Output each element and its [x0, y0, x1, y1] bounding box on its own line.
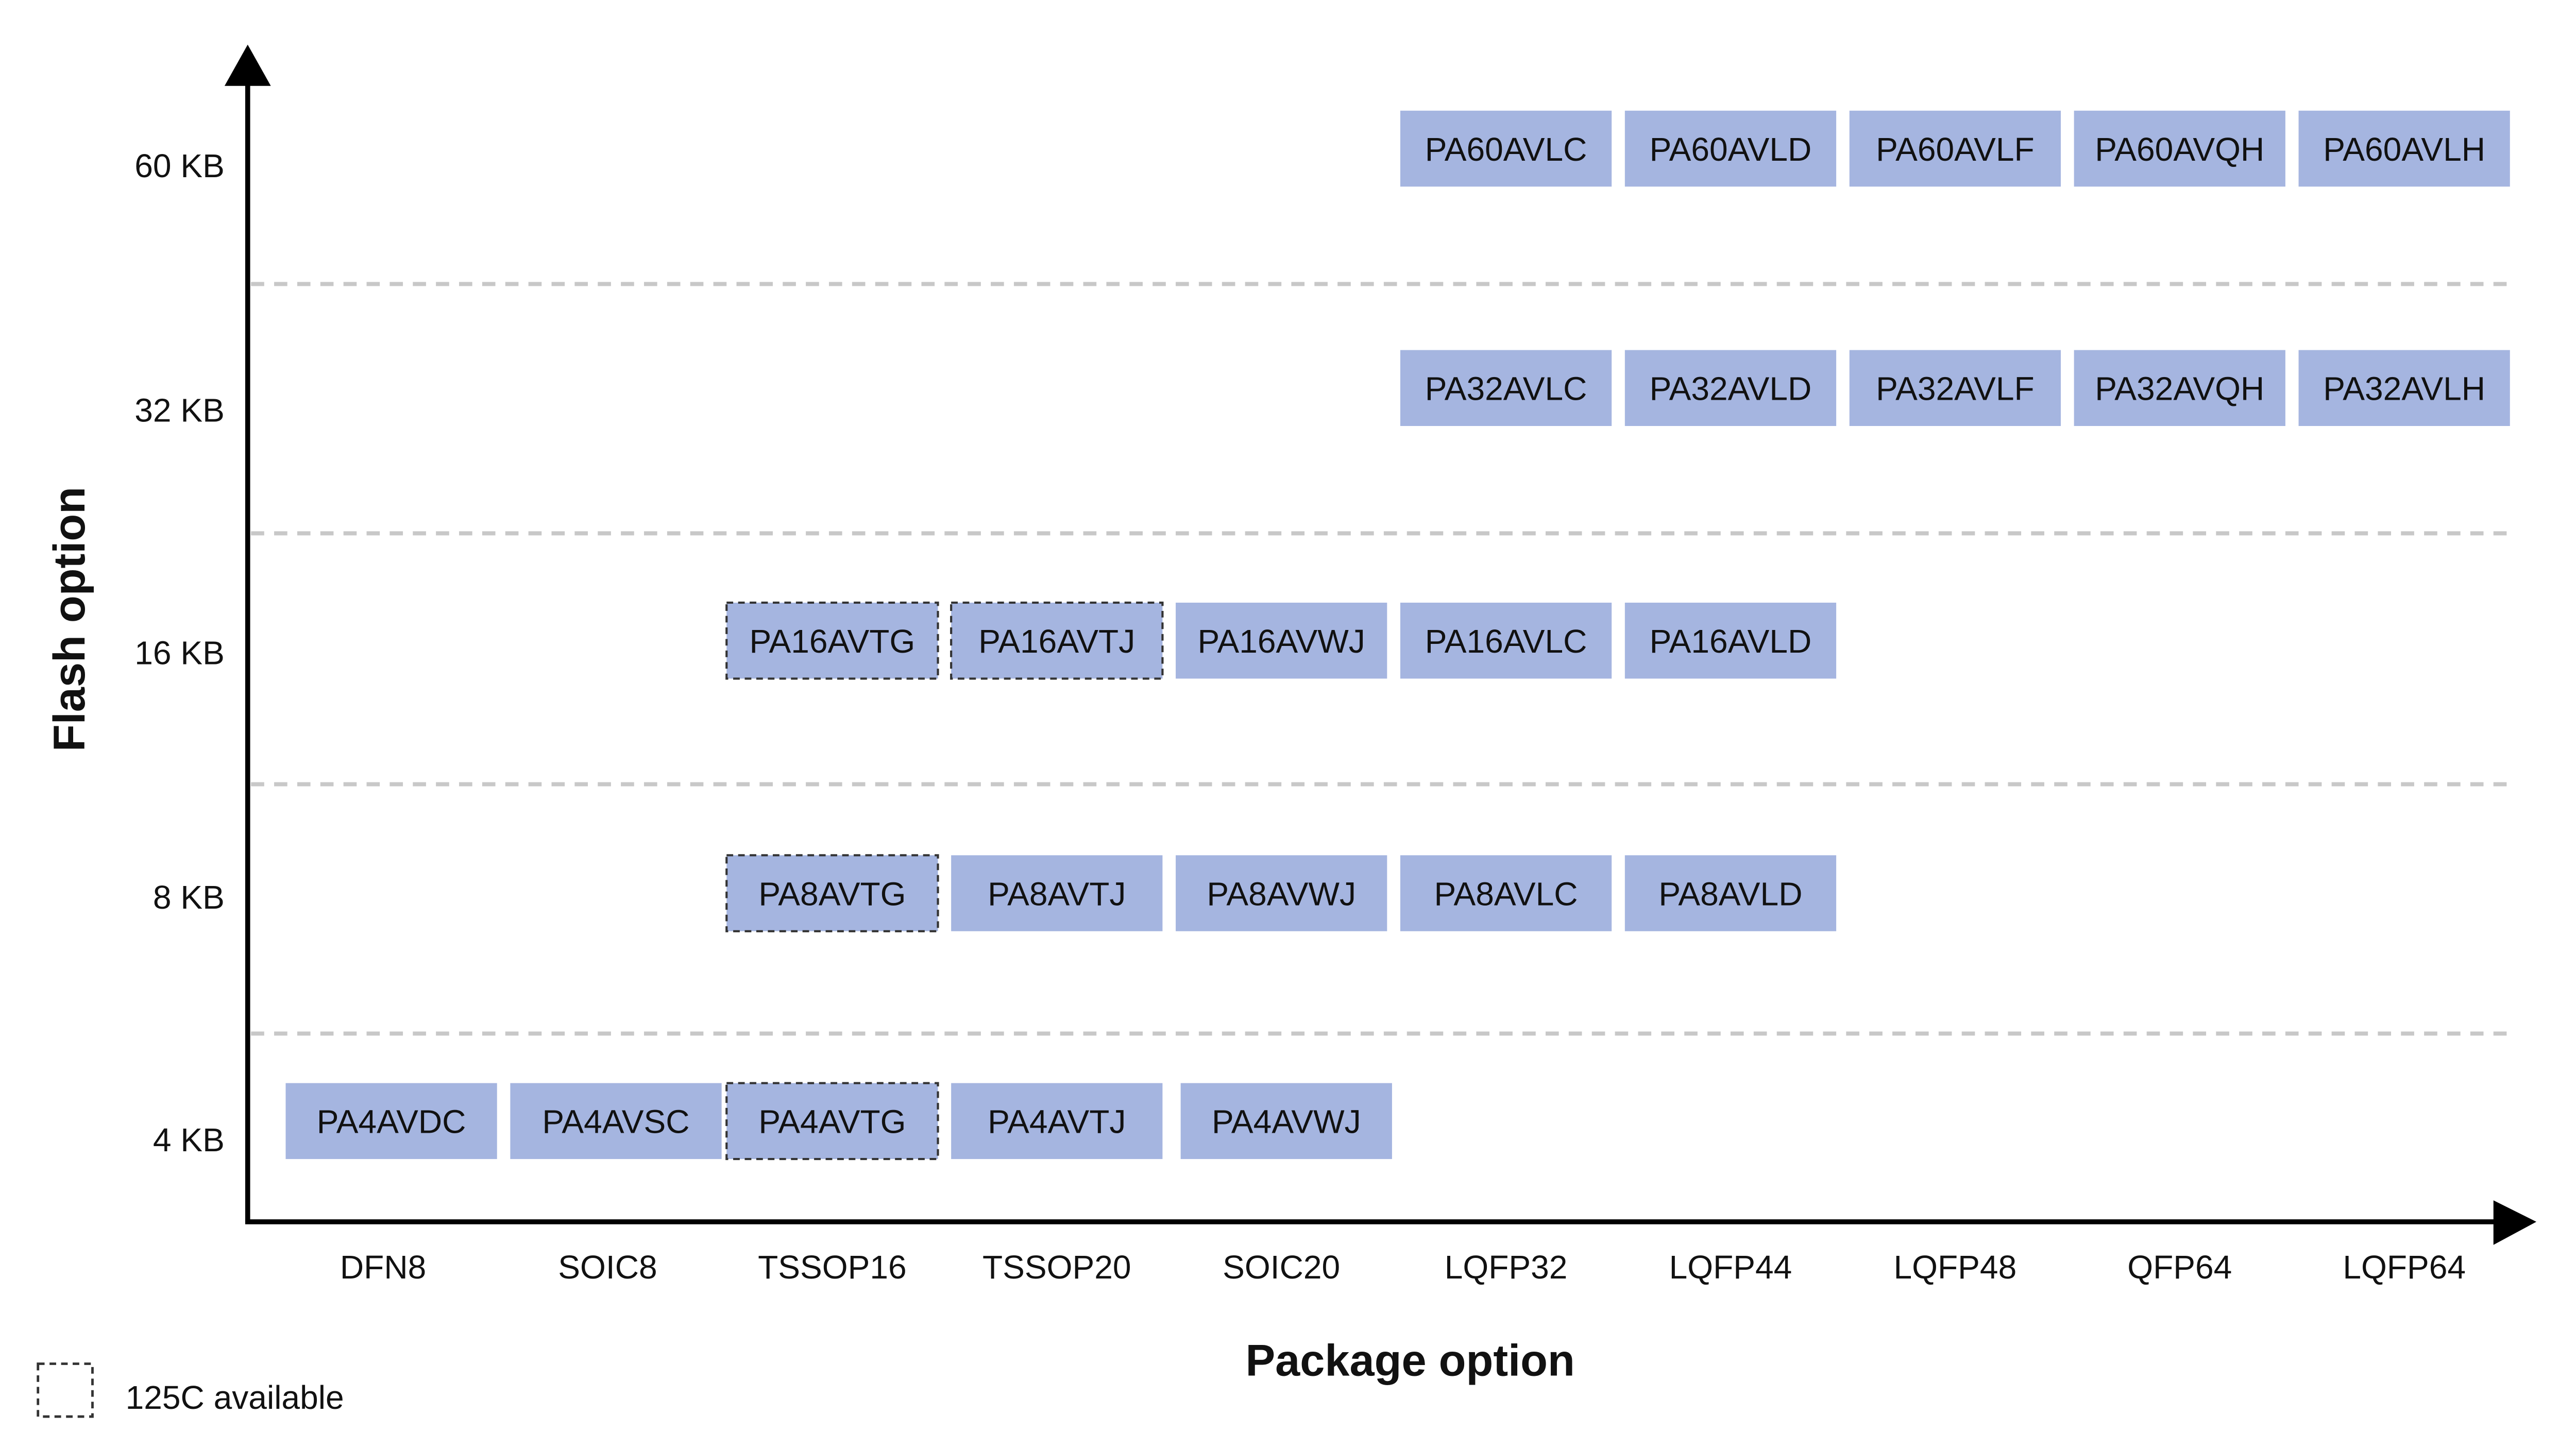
part-label: PA16AVTG — [749, 623, 915, 660]
column-label: LQFP32 — [1445, 1249, 1568, 1286]
part-label: PA4AVSC — [542, 1103, 689, 1140]
row-label: 60 KB — [134, 147, 225, 184]
part-box — [2298, 110, 2510, 187]
column-label: SOIC8 — [558, 1249, 657, 1286]
column-label: LQFP48 — [1894, 1249, 2017, 1286]
part-box — [1176, 602, 1387, 679]
part-box — [510, 1083, 722, 1160]
y-title: Flash option — [45, 487, 94, 752]
part-box — [1180, 1083, 1392, 1160]
row-label: 8 KB — [153, 879, 225, 916]
part-box — [1400, 602, 1612, 679]
part-label: PA8AVTJ — [988, 875, 1126, 912]
part-box — [1400, 855, 1612, 931]
part-label: PA16AVWJ — [1198, 623, 1365, 660]
part-box — [2074, 110, 2285, 187]
part-box — [725, 601, 939, 680]
column-label: LQFP44 — [1669, 1249, 1792, 1286]
part-label: PA60AVLH — [2323, 131, 2485, 168]
column-label: TSSOP16 — [758, 1249, 907, 1286]
part-label: PA4AVTG — [758, 1103, 906, 1140]
part-label: PA60AVQH — [2095, 131, 2264, 168]
row-label: 16 KB — [134, 634, 225, 671]
part-label: PA8AVWJ — [1207, 875, 1356, 912]
part-box — [1624, 110, 1837, 187]
y-arrow — [224, 44, 271, 86]
part-box — [1624, 350, 1837, 427]
part-box — [1849, 110, 2061, 187]
row-label: 4 KB — [153, 1121, 225, 1158]
column-label: DFN8 — [340, 1249, 426, 1286]
content: DFN8 SOIC8 TSSOP16 TSSOP20 SOIC20 LQFP32 LQFP4… — [134, 110, 2510, 1286]
part-label: PA8AVLD — [1658, 875, 1802, 912]
x-arrow — [2493, 1200, 2537, 1245]
part-box — [1400, 350, 1612, 427]
part-label: PA32AVLD — [1650, 370, 1812, 407]
part-box — [1849, 350, 2061, 427]
part-label: PA60AVLC — [1425, 131, 1587, 168]
column-label: QFP64 — [2127, 1249, 2232, 1286]
part-label: PA32AVLC — [1425, 370, 1587, 407]
part-box — [951, 1083, 1163, 1160]
column-label: SOIC20 — [1223, 1249, 1340, 1286]
part-box — [1400, 110, 1612, 187]
part-box — [1624, 602, 1837, 679]
part-box — [725, 854, 939, 932]
part-label: PA8AVLC — [1434, 875, 1578, 912]
part-label: PA32AVLH — [2323, 370, 2485, 407]
part-box — [950, 601, 1164, 680]
part-label: PA32AVQH — [2095, 370, 2264, 407]
part-label: PA4AVDC — [317, 1103, 466, 1140]
part-label: PA4AVWJ — [1212, 1103, 1361, 1140]
part-label: PA60AVLD — [1650, 131, 1812, 168]
legend-swatch — [37, 1362, 94, 1418]
column-label: LQFP64 — [2343, 1249, 2466, 1286]
legend-label: 125C available — [126, 1379, 344, 1416]
part-box — [285, 1083, 497, 1160]
part-box — [2298, 350, 2510, 427]
x-title: Package option — [1245, 1336, 1574, 1385]
part-box — [951, 855, 1163, 931]
part-label: PA4AVTJ — [988, 1103, 1126, 1140]
part-label: PA16AVLD — [1650, 623, 1812, 660]
part-label: PA32AVLF — [1876, 370, 2035, 407]
part-label: PA16AVTJ — [978, 623, 1135, 660]
part-label: PA8AVTG — [758, 875, 906, 912]
part-box — [2074, 350, 2285, 427]
part-label: PA16AVLC — [1425, 623, 1587, 660]
part-box — [1176, 855, 1387, 931]
part-box — [1624, 855, 1837, 931]
part-label: PA60AVLF — [1876, 131, 2035, 168]
column-label: TSSOP20 — [982, 1249, 1131, 1286]
part-box — [725, 1082, 939, 1161]
row-label: 32 KB — [134, 391, 225, 429]
